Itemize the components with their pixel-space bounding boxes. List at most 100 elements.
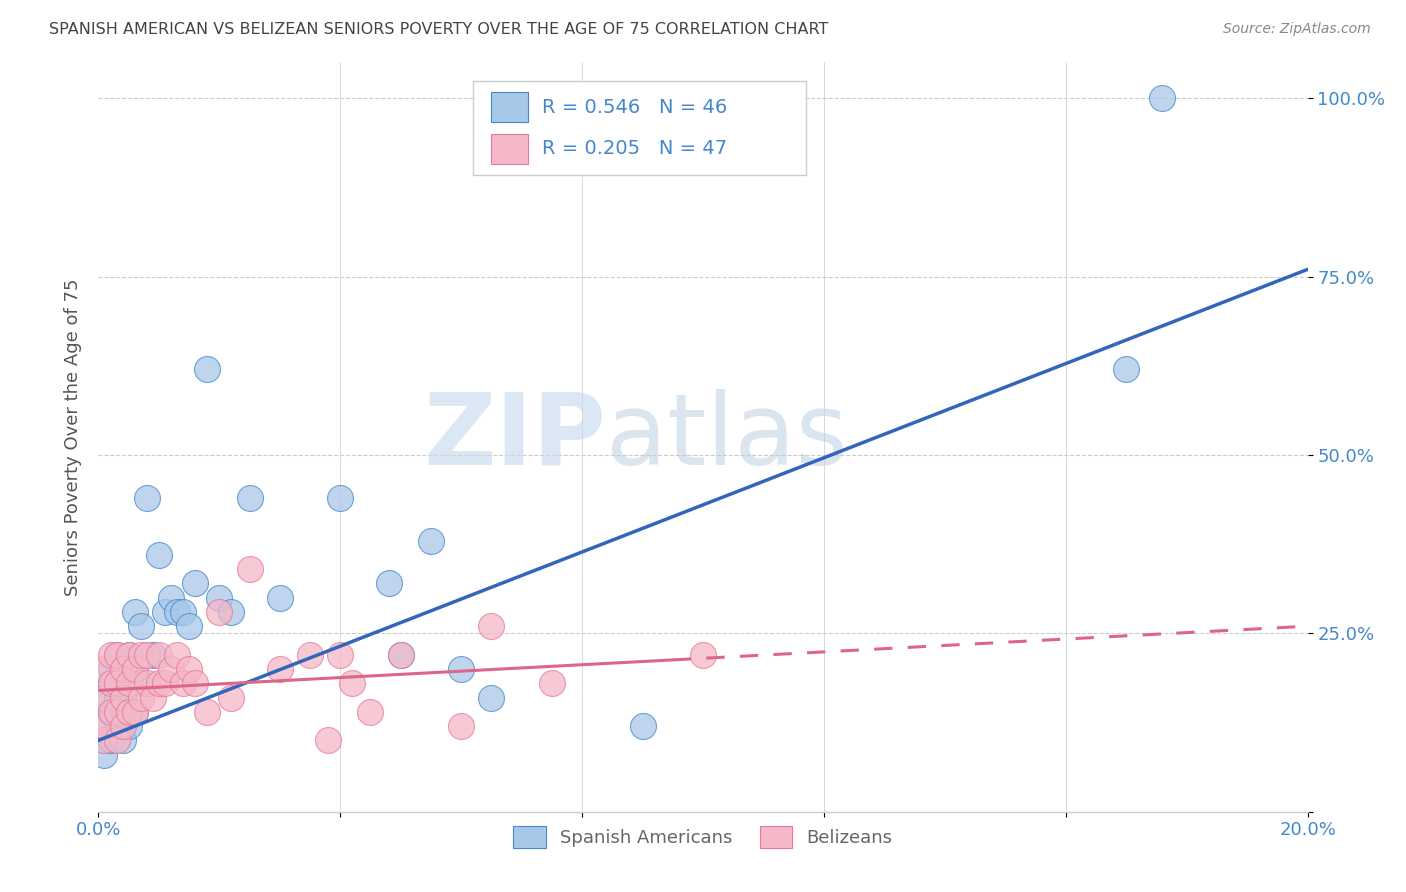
Point	[93, 719, 115, 733]
Point	[111, 690, 134, 705]
Point	[1115, 362, 1137, 376]
Point	[111, 662, 134, 676]
Point	[135, 491, 157, 505]
Point	[93, 733, 115, 747]
Point	[1152, 91, 1174, 105]
Point	[221, 605, 243, 619]
Point	[129, 619, 152, 633]
Point	[93, 747, 115, 762]
Point	[100, 662, 122, 676]
Point	[135, 648, 157, 662]
Point	[153, 676, 176, 690]
Y-axis label: Seniors Poverty Over the Age of 75: Seniors Poverty Over the Age of 75	[63, 278, 82, 596]
Point	[172, 605, 194, 619]
Point	[179, 662, 201, 676]
Point	[269, 591, 291, 605]
Point	[124, 662, 146, 676]
Point	[450, 719, 472, 733]
Point	[481, 619, 503, 633]
Text: Source: ZipAtlas.com: Source: ZipAtlas.com	[1223, 22, 1371, 37]
Point	[221, 690, 243, 705]
Point	[93, 733, 115, 747]
Point	[93, 719, 115, 733]
Point	[179, 619, 201, 633]
Point	[111, 662, 134, 676]
Point	[166, 605, 188, 619]
Point	[184, 576, 207, 591]
Point	[269, 662, 291, 676]
Point	[105, 733, 128, 747]
Point	[100, 705, 122, 719]
Point	[100, 648, 122, 662]
Point	[389, 648, 412, 662]
Point	[153, 605, 176, 619]
Point	[105, 676, 128, 690]
Point	[481, 690, 503, 705]
Point	[631, 719, 654, 733]
Point	[93, 690, 115, 705]
Point	[142, 648, 165, 662]
FancyBboxPatch shape	[492, 93, 527, 122]
Point	[184, 676, 207, 690]
Point	[129, 690, 152, 705]
Point	[93, 698, 115, 712]
Point	[148, 548, 170, 562]
Point	[239, 562, 262, 576]
Point	[105, 676, 128, 690]
Point	[105, 719, 128, 733]
Point	[148, 676, 170, 690]
Point	[360, 705, 382, 719]
Point	[124, 605, 146, 619]
Point	[105, 648, 128, 662]
FancyBboxPatch shape	[492, 134, 527, 163]
Point	[118, 705, 141, 719]
Point	[105, 705, 128, 719]
Point	[118, 705, 141, 719]
Point	[160, 591, 183, 605]
Point	[299, 648, 322, 662]
Point	[118, 719, 141, 733]
Point	[208, 591, 231, 605]
Text: R = 0.546   N = 46: R = 0.546 N = 46	[543, 98, 727, 117]
Point	[124, 705, 146, 719]
Point	[208, 605, 231, 619]
Text: ZIP: ZIP	[423, 389, 606, 485]
Point	[111, 733, 134, 747]
Point	[135, 676, 157, 690]
Point	[148, 648, 170, 662]
Point	[329, 491, 352, 505]
Text: R = 0.205   N = 47: R = 0.205 N = 47	[543, 139, 727, 158]
Point	[389, 648, 412, 662]
Point	[111, 719, 134, 733]
Point	[166, 648, 188, 662]
Point	[118, 676, 141, 690]
Text: atlas: atlas	[606, 389, 848, 485]
Point	[172, 676, 194, 690]
Point	[93, 662, 115, 676]
Point	[420, 533, 443, 548]
Point	[129, 676, 152, 690]
Point	[377, 576, 399, 591]
Text: SPANISH AMERICAN VS BELIZEAN SENIORS POVERTY OVER THE AGE OF 75 CORRELATION CHAR: SPANISH AMERICAN VS BELIZEAN SENIORS POV…	[49, 22, 828, 37]
Point	[142, 690, 165, 705]
Point	[160, 662, 183, 676]
Point	[124, 662, 146, 676]
Point	[118, 648, 141, 662]
Point	[540, 676, 562, 690]
Point	[118, 648, 141, 662]
FancyBboxPatch shape	[474, 81, 806, 175]
Point	[100, 676, 122, 690]
Point	[100, 733, 122, 747]
Point	[316, 733, 339, 747]
Point	[195, 705, 218, 719]
Legend: Spanish Americans, Belizeans: Spanish Americans, Belizeans	[506, 819, 900, 855]
Point	[239, 491, 262, 505]
Point	[100, 705, 122, 719]
Point	[105, 648, 128, 662]
Point	[124, 705, 146, 719]
Point	[129, 648, 152, 662]
Point	[342, 676, 364, 690]
Point	[329, 648, 352, 662]
Point	[195, 362, 218, 376]
Point	[111, 690, 134, 705]
